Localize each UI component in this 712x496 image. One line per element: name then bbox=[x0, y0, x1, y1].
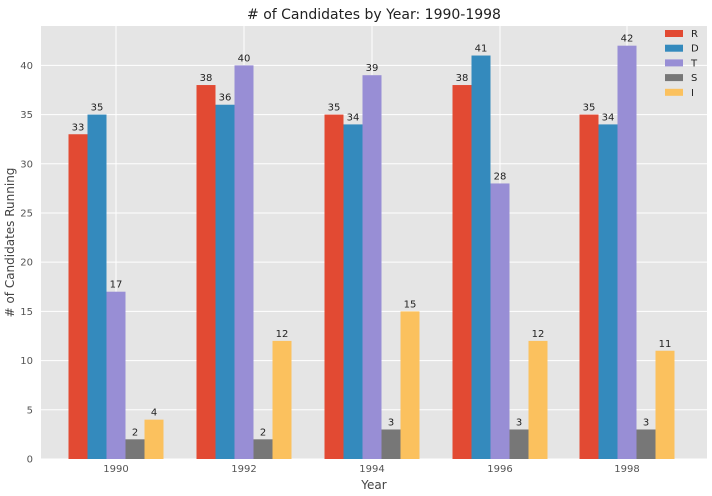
bars-group bbox=[68, 45, 675, 460]
y-tick-label: 30 bbox=[20, 159, 33, 170]
bar-D-1992 bbox=[215, 104, 235, 460]
x-axis-label: Year bbox=[360, 478, 386, 492]
bar-R-1996 bbox=[452, 85, 472, 459]
bar-T-1994 bbox=[362, 75, 382, 460]
bar-value-label: 3 bbox=[516, 417, 522, 428]
bar-value-label: 17 bbox=[110, 280, 123, 291]
chart-title: # of Candidates by Year: 1990-1998 bbox=[247, 7, 501, 23]
bar-T-1998 bbox=[617, 45, 637, 459]
bar-value-label: 4 bbox=[151, 408, 157, 419]
x-tick-label: 1996 bbox=[487, 464, 512, 475]
bar-I-1990 bbox=[144, 419, 164, 459]
legend-label: T bbox=[690, 58, 698, 69]
y-tick-labels: 0 5 10 15 20 25 30 35 40 bbox=[20, 61, 33, 466]
bar-value-label: 34 bbox=[602, 112, 615, 123]
bar-value-label: 2 bbox=[132, 427, 138, 438]
bar-R-1990 bbox=[68, 134, 88, 459]
bar-R-1998 bbox=[579, 114, 599, 460]
bar-value-label: 35 bbox=[328, 103, 341, 114]
x-tick-label: 1990 bbox=[103, 464, 128, 475]
legend-swatch-I bbox=[665, 88, 683, 96]
bar-value-label: 12 bbox=[276, 329, 289, 340]
y-tick-label: 35 bbox=[20, 110, 33, 121]
legend-swatch-S bbox=[665, 74, 683, 82]
bar-value-label: 38 bbox=[456, 73, 469, 84]
bar-value-label: 15 bbox=[404, 299, 417, 310]
bar-value-label: 40 bbox=[238, 53, 251, 64]
bar-R-1992 bbox=[196, 85, 216, 459]
legend-label: D bbox=[691, 44, 699, 55]
bar-value-label: 3 bbox=[388, 417, 394, 428]
bar-value-label: 12 bbox=[532, 329, 545, 340]
legend-swatch-D bbox=[665, 44, 683, 52]
bar-I-1998 bbox=[655, 350, 675, 459]
bar-I-1994 bbox=[400, 311, 420, 459]
bar-value-label: 2 bbox=[260, 427, 266, 438]
legend-label: S bbox=[691, 73, 697, 84]
bar-T-1992 bbox=[234, 65, 254, 459]
legend-label: I bbox=[691, 88, 694, 99]
bar-S-1990 bbox=[125, 439, 145, 459]
bar-I-1992 bbox=[272, 340, 292, 459]
bar-R-1994 bbox=[324, 114, 344, 460]
x-tick-labels: 1990 1992 1994 1996 1998 bbox=[103, 464, 639, 475]
bar-value-label: 35 bbox=[583, 103, 596, 114]
bar-value-label: 41 bbox=[475, 44, 488, 55]
bar-value-label: 33 bbox=[72, 122, 85, 133]
y-tick-label: 25 bbox=[20, 208, 33, 219]
bar-D-1998 bbox=[598, 124, 618, 459]
bar-S-1996 bbox=[509, 429, 529, 459]
legend-swatch-T bbox=[665, 59, 683, 67]
y-tick-label: 20 bbox=[20, 258, 33, 269]
bar-value-label: 38 bbox=[200, 73, 213, 84]
bar-value-label: 28 bbox=[494, 171, 507, 182]
x-tick-label: 1994 bbox=[359, 464, 384, 475]
bar-value-label: 36 bbox=[219, 93, 232, 104]
y-tick-label: 40 bbox=[20, 61, 33, 72]
legend-label: R bbox=[691, 29, 698, 40]
bar-T-1996 bbox=[490, 183, 510, 460]
bar-I-1996 bbox=[528, 340, 548, 459]
y-axis-label: # of Candidates Running bbox=[3, 168, 17, 318]
y-tick-label: 15 bbox=[20, 307, 33, 318]
legend-swatch-R bbox=[665, 30, 683, 37]
bar-D-1994 bbox=[343, 124, 363, 459]
y-tick-label: 0 bbox=[27, 455, 33, 466]
y-tick-label: 5 bbox=[27, 405, 33, 416]
bar-S-1998 bbox=[636, 429, 656, 459]
bar-value-label: 11 bbox=[659, 339, 672, 350]
bar-value-label: 3 bbox=[643, 417, 649, 428]
bar-T-1990 bbox=[106, 291, 126, 459]
x-tick-label: 1992 bbox=[231, 464, 256, 475]
bar-S-1994 bbox=[381, 429, 401, 459]
bar-S-1992 bbox=[253, 439, 273, 459]
bar-D-1996 bbox=[471, 55, 491, 459]
bar-value-label: 39 bbox=[366, 63, 379, 74]
y-tick-label: 10 bbox=[20, 356, 33, 367]
bar-value-label: 34 bbox=[347, 112, 360, 123]
bar-value-label: 42 bbox=[621, 34, 634, 45]
bar-value-label: 35 bbox=[91, 103, 104, 114]
x-tick-label: 1998 bbox=[614, 464, 639, 475]
bar-D-1990 bbox=[87, 114, 107, 460]
